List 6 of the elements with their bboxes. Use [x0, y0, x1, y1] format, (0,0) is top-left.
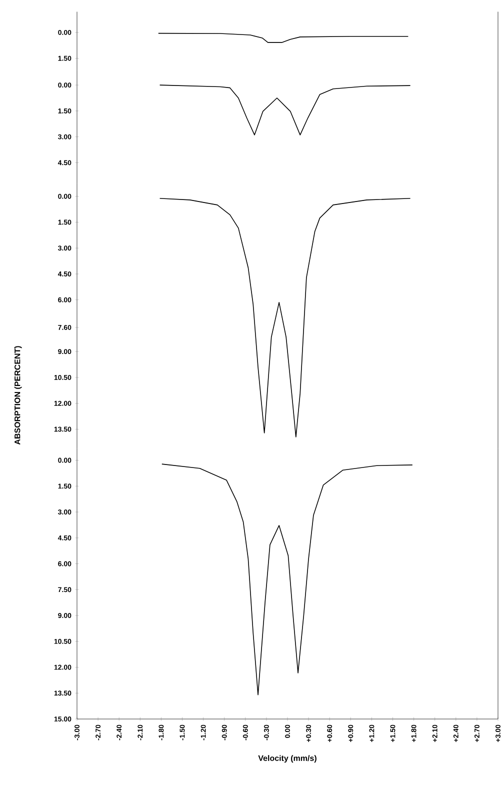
x-axis-title: Velocity (mm/s): [258, 755, 316, 763]
line-series: [159, 198, 411, 438]
line-series: [162, 464, 413, 696]
line-series: [159, 84, 411, 136]
y-axis-title: ABSORPTION (PERCENT): [14, 346, 22, 445]
line-series: [158, 32, 409, 43]
